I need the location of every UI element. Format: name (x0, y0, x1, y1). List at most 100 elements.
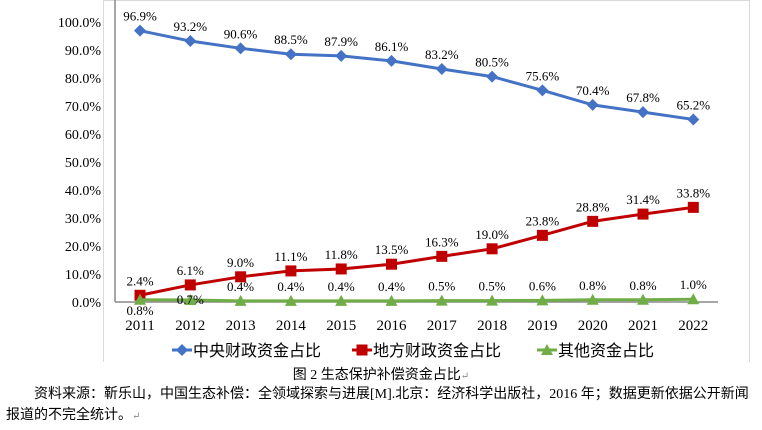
data-point (687, 113, 700, 126)
data-label: 31.4% (626, 192, 660, 207)
line-chart: 0.0% 10.0% 20.0% 30.0% 40.0% 50.0% 60.0% 70.0% 8… (58, 0, 750, 362)
data-label: 0.4% (378, 279, 405, 294)
data-label: 0.5% (479, 279, 506, 294)
legend-diamond-icon (176, 344, 188, 356)
data-label: 93.2% (174, 19, 208, 34)
data-point (486, 294, 499, 306)
data-point (435, 63, 448, 76)
caption-text: 图 2 生态保护补偿资金占比 (292, 368, 461, 383)
y-tick-label: 70.0% (65, 100, 102, 115)
x-tick-label: 2012 (175, 318, 205, 334)
data-label: 65.2% (677, 97, 711, 112)
y-tick-label: 10.0% (65, 268, 102, 283)
data-point (687, 201, 699, 213)
x-tick-label: 2016 (377, 318, 408, 334)
data-point (335, 294, 348, 306)
data-point (637, 208, 649, 220)
y-tick-label: 60.0% (65, 128, 102, 143)
data-point (335, 263, 347, 275)
data-label: 0.8% (629, 278, 656, 293)
series-line-2 (139, 205, 694, 297)
data-point (486, 70, 499, 83)
x-tick-label: 2015 (326, 318, 356, 334)
data-point (134, 293, 146, 305)
y-tick-label: 90.0% (65, 44, 102, 59)
data-point (134, 24, 146, 37)
data-label: 13.5% (375, 242, 409, 257)
data-label: 0.6% (529, 278, 556, 293)
data-label: 70.4% (576, 83, 610, 98)
legend-square-icon (356, 344, 368, 356)
data-point (536, 84, 549, 97)
data-label: 75.6% (526, 68, 560, 83)
x-tick-label: 2021 (628, 318, 658, 334)
data-label: 1.0% (680, 277, 707, 292)
data-point (235, 271, 247, 283)
data-point (335, 49, 348, 62)
data-point (184, 294, 197, 306)
legend-label: 其他资金占比 (558, 341, 654, 360)
data-label: 80.5% (475, 55, 509, 70)
series-line-3 (139, 297, 694, 303)
data-point (587, 215, 599, 227)
x-tick-label: 2022 (678, 318, 708, 334)
data-point (637, 106, 649, 119)
data-label: 88.5% (274, 32, 308, 47)
x-tick-label: 2020 (578, 318, 608, 334)
figure-caption: 图 2 生态保护补偿资金占比↵ (292, 368, 470, 383)
data-label: 11.1% (274, 249, 307, 264)
data-point (486, 243, 498, 255)
data-label: 83.2% (425, 47, 459, 62)
y-tick-label: 80.0% (65, 72, 102, 87)
x-tick-label: 2017 (427, 318, 458, 334)
data-label: 28.8% (576, 199, 610, 214)
data-label: 90.6% (224, 26, 258, 41)
data-label: 6.1% (177, 263, 204, 278)
y-tick-label: 50.0% (65, 156, 102, 171)
data-point (536, 294, 549, 306)
data-label: 11.8% (325, 247, 358, 262)
x-tick-label: 2019 (527, 318, 557, 334)
data-label: 0.5% (428, 279, 455, 294)
series-line-1 (139, 29, 694, 121)
data-point (284, 294, 297, 306)
data-point (536, 229, 548, 241)
chart-border (103, 0, 750, 362)
legend-label: 地方财政资金占比 (373, 341, 501, 360)
data-label: 0.8% (126, 303, 153, 318)
data-label: 0.4% (277, 279, 304, 294)
y-tick-label: 40.0% (65, 184, 102, 199)
data-point (385, 54, 398, 67)
data-label: 0.7% (177, 292, 204, 307)
data-point (586, 293, 599, 305)
data-point (184, 35, 197, 48)
data-label: 19.0% (475, 227, 509, 242)
source-note: 资料来源：靳乐山，中国生态补偿：全领域探索与进展[M].北京：经济科学出版社，2… (6, 387, 749, 423)
data-label: 0.4% (227, 279, 254, 294)
y-tick-label: 30.0% (65, 212, 102, 227)
data-point (284, 48, 297, 61)
source-text: 资料来源：靳乐山，中国生态补偿：全领域探索与进展[M].北京：经济科学出版社，2… (6, 387, 749, 423)
y-tick-label: 20.0% (65, 240, 102, 255)
legend-label: 中央财政资金占比 (193, 341, 321, 360)
data-label: 0.4% (328, 279, 355, 294)
data-label: 16.3% (425, 234, 459, 249)
x-tick-label: 2018 (477, 318, 507, 334)
data-point (637, 293, 649, 305)
data-point (285, 265, 297, 277)
data-point (386, 258, 397, 270)
data-label: 86.1% (375, 39, 409, 54)
y-tick-label: 100.0% (58, 16, 102, 31)
data-point (184, 279, 196, 291)
data-label: 0.8% (579, 278, 606, 293)
data-point (436, 250, 448, 262)
x-tick-label: 2014 (276, 318, 307, 334)
data-label: 2.4% (126, 273, 153, 288)
data-point (385, 294, 398, 306)
data-label: 87.9% (324, 34, 358, 49)
legend-triangle-icon (541, 344, 553, 355)
data-label: 9.0% (227, 255, 254, 270)
data-point (586, 98, 599, 111)
data-point (234, 294, 247, 306)
